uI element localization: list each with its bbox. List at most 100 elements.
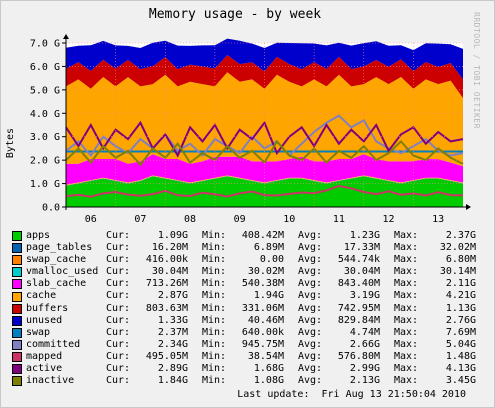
- legend-cur-label: Cur:: [106, 326, 131, 338]
- legend-row: slab_cache Cur: 713.26M Min: 540.38M Avg: 843.…: [12, 278, 490, 290]
- y-tick-label: 6.0 G: [30, 62, 60, 73]
- legend-max-label: Max:: [394, 278, 419, 290]
- legend-max-label: Max:: [394, 242, 419, 254]
- legend-avg-label: Avg:: [298, 254, 323, 266]
- legend-min-value: 331.06M: [241, 302, 284, 314]
- legend-row: committed Cur: 2.34G Min: 945.75M Avg: 2.66G Ma…: [12, 339, 490, 351]
- legend-cur-value: 16.20M: [151, 242, 188, 254]
- legend-swatch: [12, 376, 22, 387]
- line-inactive: [65, 139, 464, 167]
- y-axis-arrow: [63, 34, 69, 39]
- legend-min-value: 38.54M: [247, 350, 284, 362]
- legend-cur-value: 1.33G: [157, 314, 188, 326]
- legend-series-name: buffers: [26, 302, 69, 314]
- legend-max-value: 32.02M: [439, 242, 476, 254]
- legend-avg-value: 576.80M: [337, 350, 380, 362]
- legend-cur-label: Cur:: [106, 375, 131, 387]
- legend-swatch: [12, 364, 22, 375]
- legend-min-label: Min:: [202, 254, 227, 266]
- x-tick-label: 07: [134, 214, 146, 225]
- legend-series-name: slab_cache: [26, 278, 87, 290]
- legend-max-label: Max:: [394, 350, 419, 362]
- legend-cur-value: 803.63M: [145, 302, 188, 314]
- legend-series-name: cache: [26, 290, 57, 302]
- legend-max-value: 3.45G: [445, 375, 476, 387]
- legend-row: cache Cur: 2.87G Min: 1.94G Avg: 3.19G Max: 4.21…: [12, 290, 490, 302]
- legend-cur-label: Cur:: [106, 363, 131, 375]
- legend-min-value: 30.02M: [247, 266, 284, 278]
- legend-series-name: page_tables: [26, 242, 93, 254]
- y-tick-label: 4.0 G: [30, 109, 60, 120]
- legend-min-value: 40.46M: [247, 314, 284, 326]
- x-tick-label: 06: [85, 214, 97, 225]
- legend-cur-value: 2.89G: [157, 363, 188, 375]
- legend-table: apps Cur: 1.09G Min: 408.42M Avg: 1.23G Max: 2.3…: [12, 230, 490, 387]
- legend-cur-value: 2.87G: [157, 290, 188, 302]
- legend-max-value: 4.21G: [445, 290, 476, 302]
- legend-avg-label: Avg:: [298, 242, 323, 254]
- legend-row: apps Cur: 1.09G Min: 408.42M Avg: 1.23G Max: 2.3…: [12, 230, 490, 242]
- legend-row: page_tables Cur: 16.20M Min: 6.89M Avg: 17.33M…: [12, 242, 490, 254]
- legend-swatch: [12, 339, 22, 350]
- legend-min-value: 408.42M: [241, 230, 284, 241]
- legend-min-value: 640.00k: [241, 326, 284, 338]
- legend-max-value: 1.13G: [445, 302, 476, 314]
- legend-max-label: Max:: [394, 290, 419, 302]
- legend-cur-label: Cur:: [106, 290, 131, 302]
- legend-avg-label: Avg:: [298, 375, 323, 387]
- legend-min-value: 945.75M: [241, 338, 284, 350]
- legend-series-name: active: [26, 363, 63, 375]
- legend-avg-label: Avg:: [298, 326, 323, 338]
- legend-min-label: Min:: [202, 350, 227, 362]
- legend-cur-value: 2.34G: [157, 338, 188, 350]
- legend-min-label: Min:: [202, 363, 227, 375]
- legend-row: inactive Cur: 1.84G Min: 1.08G Avg: 2.13G Max: 3…: [12, 375, 490, 387]
- legend-series-name: vmalloc_used: [26, 266, 99, 278]
- legend-max-value: 4.13G: [445, 363, 476, 375]
- legend-avg-value: 843.40M: [337, 278, 380, 290]
- legend-cur-label: Cur:: [106, 302, 131, 314]
- legend-min-label: Min:: [202, 290, 227, 302]
- legend-min-label: Min:: [202, 230, 227, 241]
- legend-cur-value: 495.05M: [145, 350, 188, 362]
- legend-avg-label: Avg:: [298, 302, 323, 314]
- legend-cur-label: Cur:: [106, 314, 131, 326]
- legend-min-value: 1.08G: [253, 375, 284, 387]
- legend-row: swap_cache Cur: 416.00k Min: 0.00 Avg: 544.74k…: [12, 254, 490, 266]
- legend-swatch: [12, 351, 22, 362]
- legend-series-name: swap: [26, 326, 51, 338]
- legend-avg-label: Avg:: [298, 338, 323, 350]
- legend-swatch: [12, 279, 22, 290]
- legend-min-value: 1.68G: [253, 363, 284, 375]
- legend-avg-label: Avg:: [298, 230, 323, 241]
- legend-avg-value: 2.99G: [349, 363, 380, 375]
- legend-row: buffers Cur: 803.63M Min: 331.06M Avg: 742.95M…: [12, 303, 490, 315]
- last-update-text: Last update: Fri Aug 13 21:50:04 2010: [237, 389, 466, 400]
- x-axis-arrow: [466, 204, 471, 210]
- legend-max-label: Max:: [394, 254, 419, 266]
- legend-min-value: 6.89M: [253, 242, 284, 254]
- legend-swatch: [12, 291, 22, 302]
- legend-min-label: Min:: [202, 326, 227, 338]
- legend-max-value: 5.04G: [445, 338, 476, 350]
- legend-row: active Cur: 2.89G Min: 1.68G Avg: 2.99G Max: 4.1…: [12, 363, 490, 375]
- legend-min-value: 0.00: [259, 254, 284, 266]
- legend-min-label: Min:: [202, 338, 227, 350]
- rrdtool-watermark: RRDTOOL / TOBI OETIKER: [472, 12, 481, 129]
- legend-series-name: apps: [26, 230, 51, 241]
- legend-min-label: Min:: [202, 266, 227, 278]
- legend-max-value: 2.11G: [445, 278, 476, 290]
- y-tick-label: 5.0 G: [30, 85, 60, 96]
- legend-cur-value: 416.00k: [145, 254, 188, 266]
- legend-cur-value: 2.37M: [157, 326, 188, 338]
- legend-cur-value: 1.84G: [157, 375, 188, 387]
- legend-min-value: 1.94G: [253, 290, 284, 302]
- legend-cur-value: 713.26M: [145, 278, 188, 290]
- legend-swatch: [12, 255, 22, 266]
- x-tick-label: 11: [333, 214, 345, 225]
- legend-swatch: [12, 315, 22, 326]
- legend-max-label: Max:: [394, 363, 419, 375]
- memory-area-chart: 0.0 1.0 G 2.0 G 3.0 G 4.0 G 5.0 G 6.0 G 7.0 G 0…: [30, 34, 471, 225]
- legend-row: swap Cur: 2.37M Min: 640.00k Avg: 4.74M Max: 7.6…: [12, 327, 490, 339]
- line-mapped: [65, 184, 464, 198]
